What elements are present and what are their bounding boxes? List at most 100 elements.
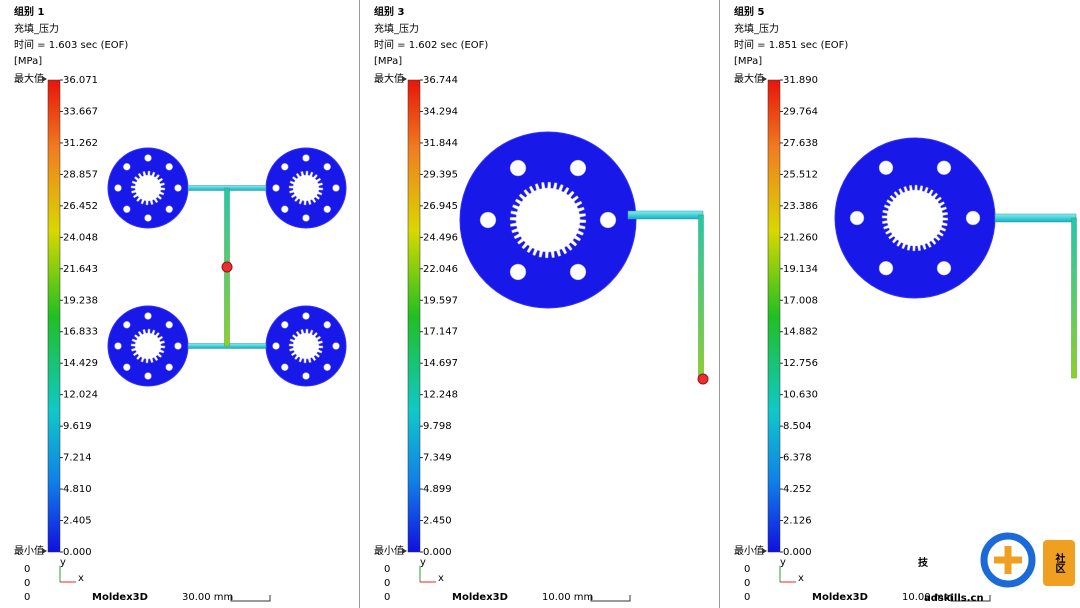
header-group: 组别 5 — [734, 5, 764, 18]
part-hole — [281, 163, 289, 171]
part-hole — [281, 205, 289, 213]
max-pointer — [402, 76, 407, 82]
part-hole — [114, 184, 122, 192]
logo: Moldex3D — [92, 592, 148, 603]
part-hole — [144, 312, 152, 320]
part-hole — [144, 214, 152, 222]
part-hole — [302, 214, 310, 222]
color-bar — [407, 79, 421, 553]
part-hole — [123, 321, 131, 329]
runner — [994, 213, 1077, 223]
scale-tick-label: 0.000 — [783, 547, 812, 558]
part-hole — [114, 342, 122, 350]
part-hole — [281, 321, 289, 329]
scale-tick-label: 31.890 — [783, 75, 818, 86]
scale-tick-label: 26.945 — [423, 201, 458, 212]
watermark-url: adskills.cn — [924, 593, 984, 604]
scale-tick-label: 31.262 — [63, 138, 98, 149]
part-hole — [174, 184, 182, 192]
header-result: 充填_压力 — [14, 22, 59, 35]
part-hole — [323, 321, 331, 329]
part-hole — [332, 184, 340, 192]
part-hole — [123, 205, 131, 213]
axis-x-label: x — [78, 573, 84, 584]
scale-tick-label: 24.496 — [423, 232, 458, 243]
scale-tick-label: 21.260 — [783, 232, 818, 243]
scale-tick-label: 26.452 — [63, 201, 98, 212]
scale-tick-label: 24.048 — [63, 232, 98, 243]
part-hole — [281, 363, 289, 371]
part-hole — [272, 342, 280, 350]
header-group: 组别 1 — [14, 5, 44, 18]
axis-y-label: y — [780, 557, 786, 568]
scale-tick-label: 4.810 — [63, 484, 92, 495]
part-hole — [479, 211, 497, 229]
runner — [698, 214, 704, 379]
gear-bore — [509, 181, 587, 259]
scale-tick-label: 36.744 — [423, 75, 458, 86]
scale-tick-label: 14.429 — [63, 358, 98, 369]
header-time: 时间 = 1.603 sec (EOF) — [14, 38, 128, 51]
part-hole — [123, 163, 131, 171]
origin-coord: 0 — [744, 564, 750, 575]
scale-tick-label: 14.697 — [423, 358, 458, 369]
scale-tick-label: 0.000 — [63, 547, 92, 558]
part-hole — [144, 154, 152, 162]
scale-tick-label: 12.756 — [783, 358, 818, 369]
scale-tick-label: 6.378 — [783, 453, 812, 464]
header-group: 组别 3 — [374, 5, 404, 18]
part-hole — [123, 363, 131, 371]
part-hole — [302, 154, 310, 162]
gate-marker — [697, 373, 709, 385]
part-hole — [509, 159, 527, 177]
min-pointer — [42, 548, 47, 554]
part-hole — [965, 210, 981, 226]
axis-y-label: y — [60, 557, 66, 568]
scale-tick-label: 25.512 — [783, 169, 818, 180]
scale-tick-label: 19.238 — [63, 295, 98, 306]
part-hole — [302, 312, 310, 320]
header-result: 充填_压力 — [374, 22, 419, 35]
scale-tick-label: 19.597 — [423, 295, 458, 306]
scale-tick-label: 36.071 — [63, 75, 98, 86]
part-hole — [165, 363, 173, 371]
scale-tick-label: 4.252 — [783, 484, 812, 495]
scale-tick-label: 17.147 — [423, 327, 458, 338]
scale-tick-label: 28.857 — [63, 169, 98, 180]
gear-bore — [881, 184, 949, 252]
part-hole — [302, 372, 310, 380]
part-hole — [323, 363, 331, 371]
logo: Moldex3D — [812, 592, 868, 603]
scale-bar-label: 10.00 mm — [542, 592, 593, 603]
scale-bar — [950, 595, 991, 602]
scale-tick-label: 16.833 — [63, 327, 98, 338]
header-unit: [MPa] — [374, 56, 402, 67]
scale-tick-label: 7.349 — [423, 453, 452, 464]
origin-coord: 0 — [24, 592, 30, 603]
min-label: 最小值 — [14, 544, 44, 557]
scale-tick-label: 12.024 — [63, 390, 98, 401]
scale-tick-label: 17.008 — [783, 295, 818, 306]
scale-tick-label: 8.504 — [783, 421, 812, 432]
scale-tick-label: 29.395 — [423, 169, 458, 180]
axis-x-label: x — [438, 573, 444, 584]
part-hole — [849, 210, 865, 226]
max-label: 最大值 — [374, 72, 404, 85]
part-hole — [569, 263, 587, 281]
scale-tick-label: 19.134 — [783, 264, 818, 275]
watermark-mark: 技 — [918, 556, 929, 569]
scale-tick-label: 2.126 — [783, 516, 812, 527]
scale-tick-label: 33.667 — [63, 106, 98, 117]
min-label: 最小值 — [374, 544, 404, 557]
min-label: 最小值 — [734, 544, 764, 557]
color-bar — [47, 79, 61, 553]
scale-tick-label: 2.405 — [63, 516, 92, 527]
scale-bar — [590, 595, 631, 602]
header-unit: [MPa] — [14, 56, 42, 67]
origin-coord: 0 — [384, 578, 390, 589]
min-pointer — [402, 548, 407, 554]
part-hole — [323, 163, 331, 171]
header-time: 时间 = 1.851 sec (EOF) — [734, 38, 848, 51]
scale-tick-label: 9.798 — [423, 421, 452, 432]
scale-tick-label: 12.248 — [423, 390, 458, 401]
